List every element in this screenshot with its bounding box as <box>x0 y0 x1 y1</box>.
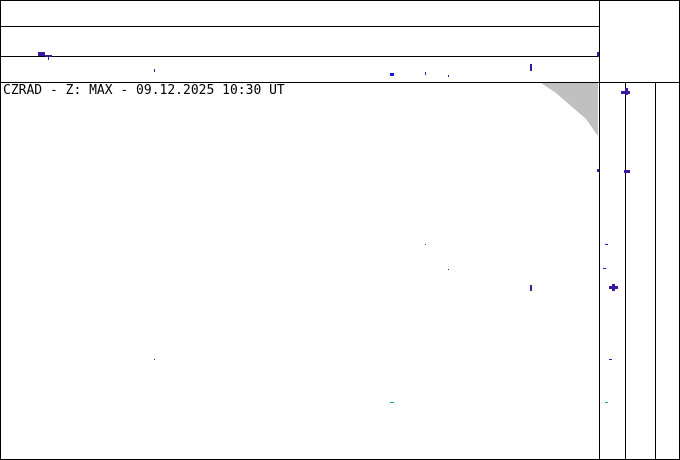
echo <box>448 75 449 77</box>
echo <box>154 69 155 72</box>
echo <box>390 402 394 403</box>
echo <box>154 359 155 360</box>
echo <box>448 269 449 270</box>
echo <box>425 244 426 245</box>
echo <box>603 268 606 269</box>
echo <box>609 359 612 360</box>
map-top-border <box>1 82 679 83</box>
radar-title: CZRAD - Z: MAX - 09.12.2025 10:30 UT <box>3 83 285 98</box>
echo <box>530 285 532 291</box>
echo <box>605 244 608 245</box>
no-coverage-area <box>541 83 598 136</box>
top-panel-divider-1 <box>1 26 599 27</box>
echo <box>390 73 394 76</box>
echo <box>48 56 49 60</box>
echo <box>38 52 45 56</box>
side-panel-divider-2 <box>655 82 656 459</box>
echo <box>612 284 615 291</box>
top-panel-divider-2 <box>1 56 599 57</box>
echo <box>624 170 630 173</box>
echo <box>605 402 608 403</box>
map-right-border <box>599 1 600 459</box>
echo <box>597 169 599 172</box>
echo <box>597 52 599 57</box>
side-panel-divider-1 <box>625 82 626 459</box>
echo <box>530 64 532 71</box>
echo <box>625 88 628 95</box>
echo <box>425 72 426 75</box>
